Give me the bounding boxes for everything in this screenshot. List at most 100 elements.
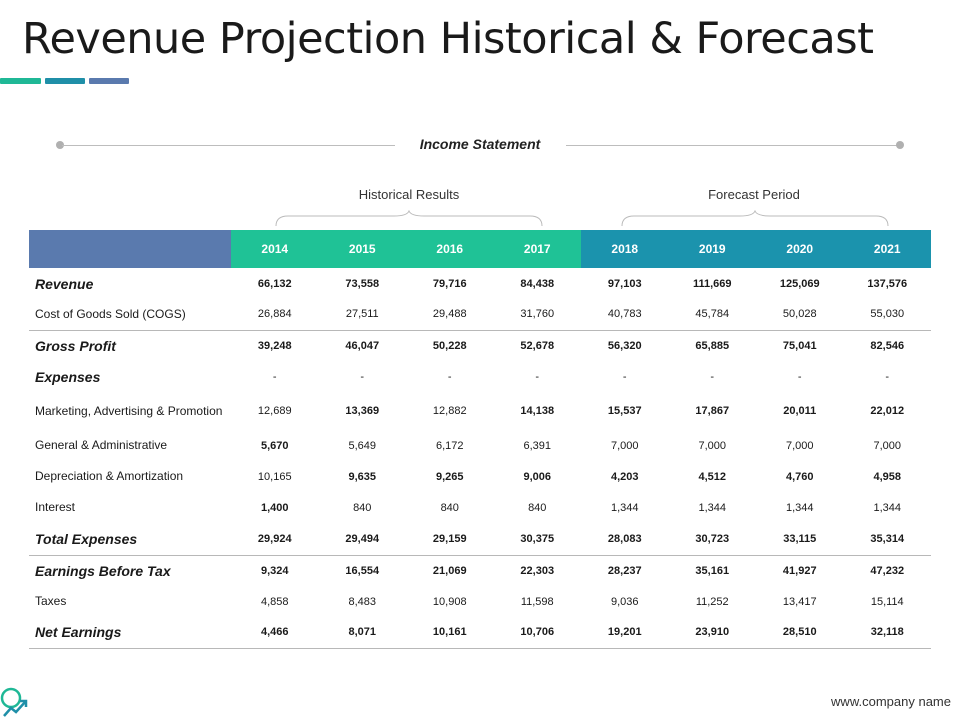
value-cell: 21,069 (432, 564, 467, 577)
table-row: Taxes 4,858 8,483 10,908 11,598 9,036 11,252 13… (29, 586, 931, 617)
value-cell: 7,000 (873, 439, 902, 452)
value-cell: 32,118 (843, 617, 931, 649)
value-cell: 29,924 (231, 523, 319, 556)
value-cell: 35,314 (843, 523, 931, 556)
year-header: 2020 (756, 230, 844, 268)
income-statement-label: Income Statement (419, 136, 541, 152)
row-label: Marketing, Advertising & Promotion (35, 403, 223, 418)
value-cell: 4,466 (231, 617, 319, 649)
value-cell: 12,882 (432, 405, 467, 417)
year-header: 2019 (668, 230, 756, 268)
value-cell: 19,201 (581, 617, 669, 649)
table-row: Gross Profit 39,248 46,047 50,228 52,678 56,3… (29, 330, 931, 362)
value-cell: 28,237 (607, 564, 642, 577)
value-cell: 11,598 (520, 595, 554, 608)
table-row: Earnings Before Tax 9,324 16,554 21,069 22,3… (29, 555, 931, 586)
table-row: Marketing, Advertising & Promotion 12,689… (29, 392, 931, 430)
value-cell: 55,030 (843, 299, 931, 331)
value-cell: - (885, 371, 890, 383)
header-label-cell (29, 230, 231, 268)
value-cell: 39,248 (257, 340, 292, 353)
value-cell: 9,265 (435, 470, 464, 483)
value-cell: 52,678 (520, 340, 555, 353)
value-cell: - (272, 371, 277, 383)
row-label: General & Administrative (35, 438, 168, 452)
value-cell: 6,391 (523, 439, 552, 452)
year-header: 2014 (231, 230, 319, 268)
row-label: Depreciation & Amortization (35, 469, 184, 483)
value-cell: 13,369 (345, 405, 380, 417)
value-cell: 22,012 (870, 405, 905, 417)
value-cell: 31,760 (493, 299, 581, 331)
value-cell: 8,483 (348, 595, 377, 608)
year-header-row: 2014 2015 2016 2017 2018 2019 2020 2021 (29, 230, 931, 268)
value-cell: 14,138 (520, 405, 555, 417)
value-cell: 33,115 (756, 523, 844, 556)
divider-line-left (62, 145, 395, 146)
value-cell: 7,000 (610, 439, 639, 452)
table-row: Interest 1,400 840 840 840 1,344 1,344 1,344 1,3… (29, 492, 931, 523)
value-cell: 40,783 (581, 299, 669, 331)
value-cell: 11,252 (695, 595, 729, 608)
value-cell: 7,000 (698, 439, 727, 452)
line-endpoint-dot-right (896, 141, 904, 149)
value-cell: 5,649 (348, 439, 377, 452)
table-row: Revenue 66,132 73,558 79,716 84,438 97,103 111… (29, 268, 931, 299)
value-cell: 1,344 (873, 501, 902, 514)
value-cell: 125,069 (779, 277, 820, 290)
historical-brace (275, 210, 543, 227)
page-title: Revenue Projection Historical & Forecast (22, 14, 874, 64)
row-label: Total Expenses (29, 523, 231, 556)
value-cell: 16,554 (345, 564, 380, 577)
value-cell: 111,669 (692, 277, 732, 290)
value-cell: 30,375 (493, 523, 581, 556)
table-row: Cost of Goods Sold (COGS) 26,884 27,511 29,… (29, 299, 931, 331)
value-cell: 30,723 (668, 523, 756, 556)
forecast-brace (621, 210, 889, 227)
value-cell: 20,011 (783, 405, 817, 417)
value-cell: 840 (440, 501, 459, 514)
value-cell: - (622, 371, 627, 383)
historical-results-label: Historical Results (358, 187, 460, 202)
value-cell: 840 (528, 501, 547, 514)
table-row: General & Administrative 5,670 5,649 6,172 6… (29, 430, 931, 461)
table-row: Net Earnings 4,466 8,071 10,161 10,706 19,201… (29, 617, 931, 649)
row-label: Taxes (35, 594, 67, 608)
row-label: Net Earnings (29, 617, 231, 649)
value-cell: 29,159 (406, 523, 494, 556)
value-cell: 10,165 (257, 470, 292, 483)
value-cell: 840 (353, 501, 372, 514)
value-cell: 26,884 (231, 299, 319, 331)
value-cell: 1,344 (610, 501, 639, 514)
value-cell: 9,006 (523, 470, 552, 483)
value-cell: 5,670 (260, 439, 289, 452)
row-label: Earnings Before Tax (35, 562, 171, 579)
line-endpoint-dot-left (56, 141, 64, 149)
year-header: 2017 (493, 230, 581, 268)
value-cell: 8,071 (318, 617, 406, 649)
divider-line-right (566, 145, 898, 146)
value-cell: 9,036 (610, 595, 639, 608)
accent-bar-blue (89, 78, 129, 84)
row-label: Revenue (35, 275, 94, 292)
value-cell: 9,324 (260, 564, 289, 577)
row-label: Cost of Goods Sold (COGS) (29, 299, 231, 331)
value-cell: 10,908 (432, 595, 467, 608)
value-cell: 66,132 (257, 277, 292, 290)
growth-chart-logo-icon (0, 687, 28, 717)
value-cell: 10,706 (493, 617, 581, 649)
value-cell: 137,576 (867, 277, 908, 290)
value-cell: 73,558 (345, 277, 380, 290)
footer-website: www.company name (831, 694, 951, 709)
row-label: Interest (35, 500, 76, 514)
value-cell: 50,228 (432, 340, 467, 353)
value-cell: 82,546 (870, 340, 905, 353)
value-cell: 29,488 (406, 299, 494, 331)
value-cell: 29,494 (318, 523, 406, 556)
value-cell: 15,114 (870, 595, 904, 608)
value-cell: 4,858 (260, 595, 289, 608)
value-cell: 4,512 (698, 470, 727, 483)
value-cell: 27,511 (318, 299, 406, 331)
year-header: 2021 (843, 230, 931, 268)
table-row: Total Expenses 29,924 29,494 29,159 30,375 28… (29, 523, 931, 556)
